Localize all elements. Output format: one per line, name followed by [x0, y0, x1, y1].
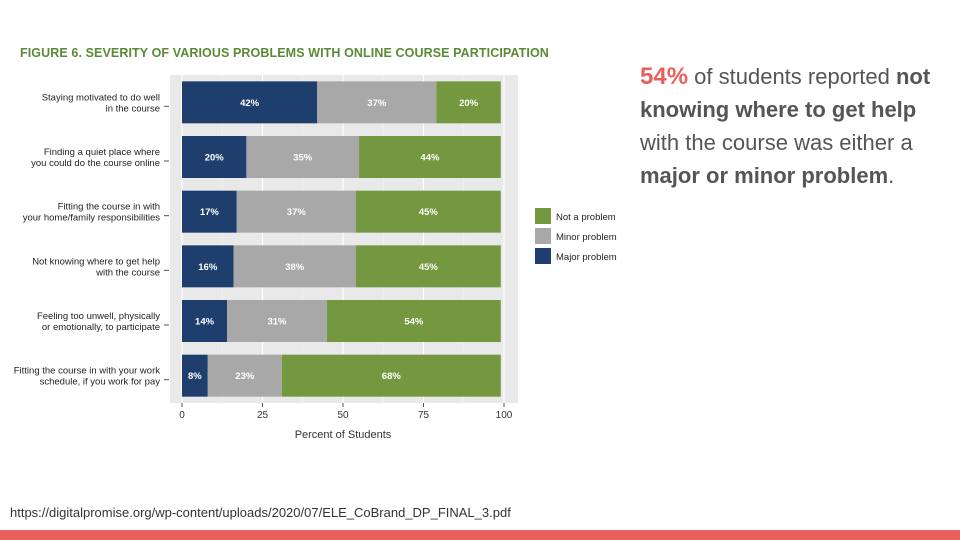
bar-value-label: 45% — [419, 262, 439, 273]
callout-text-3: . — [888, 163, 895, 188]
bar-value-label: 20% — [205, 153, 225, 164]
legend-label: Minor problem — [556, 232, 617, 243]
x-tick-label: 0 — [179, 410, 185, 421]
category-label: Feeling too unwell, physically or emotion… — [37, 311, 160, 333]
bar-value-label: 14% — [195, 317, 215, 328]
source-link[interactable]: https://digitalpromise.org/wp-content/up… — [10, 505, 511, 520]
callout-text-2: with the course was either a — [640, 130, 913, 155]
legend-label: Not a problem — [556, 212, 616, 223]
bar-major-problem — [182, 245, 234, 288]
category-label: Not knowing where to get help with the co… — [32, 256, 160, 278]
callout-text: 54% of students reported not knowing whe… — [640, 60, 940, 192]
category-label-line: Finding a quiet place where — [44, 147, 160, 158]
callout-bold-2: major or minor problem — [640, 163, 889, 188]
bar-minor-problem — [236, 190, 356, 233]
category-label-line: Not knowing where to get help — [32, 256, 160, 267]
bar-value-label: 37% — [367, 98, 387, 109]
bar-value-label: 20% — [459, 98, 479, 109]
bar-major-problem — [182, 136, 247, 178]
x-axis-title: Percent of Students — [295, 429, 392, 441]
x-tick-label: 50 — [337, 410, 349, 421]
x-tick-label: 25 — [257, 410, 269, 421]
bar-value-label: 37% — [287, 207, 307, 218]
callout-percent: 54% — [640, 63, 689, 90]
bar-minor-problem — [207, 354, 282, 397]
legend-swatch-not-a-problem — [535, 208, 551, 224]
category-label-line: in the course — [106, 103, 160, 114]
bar-not-a-problem — [355, 245, 501, 288]
bar-value-label: 68% — [382, 371, 402, 382]
bar-value-label: 42% — [240, 98, 260, 109]
category-label: Staying motivated to do well in the cours… — [42, 92, 160, 114]
category-label-line: Fitting the course in with — [58, 202, 160, 213]
bar-not-a-problem — [355, 190, 501, 233]
bar-value-label: 16% — [198, 262, 218, 273]
bar-value-label: 23% — [235, 371, 255, 382]
bar-value-label: 38% — [285, 262, 305, 273]
category-label-line: or emotionally, to participate — [42, 322, 160, 333]
bar-major-problem — [182, 354, 208, 397]
legend-swatch-major-problem — [535, 248, 551, 264]
bar-value-label: 17% — [200, 207, 220, 218]
category-label: Fitting the course in with your home/fami… — [23, 202, 161, 224]
legend-swatch-minor-problem — [535, 228, 551, 244]
x-tick-label: 100 — [496, 410, 513, 421]
bar-value-label: 44% — [420, 153, 440, 164]
category-label-line: Staying motivated to do well — [42, 92, 160, 103]
bar-not-a-problem — [436, 81, 501, 124]
plot-panel — [170, 75, 518, 403]
bar-minor-problem — [233, 245, 356, 288]
bar-minor-problem — [246, 136, 360, 178]
legend-label: Major problem — [556, 252, 617, 263]
bar-major-problem — [182, 300, 228, 342]
bar-not-a-problem — [326, 300, 501, 342]
bar-major-problem — [182, 190, 237, 233]
category-label-line: your home/family responsibilities — [23, 213, 161, 224]
category-label-line: Feeling too unwell, physically — [37, 311, 160, 322]
callout-text-1: of students reported — [688, 64, 896, 89]
bar-minor-problem — [317, 81, 437, 124]
callout-bold-1: not knowing where to get help — [640, 64, 931, 122]
bar-value-label: 35% — [293, 153, 313, 164]
bar-value-label: 31% — [267, 317, 287, 328]
bar-major-problem — [182, 81, 318, 124]
category-label-line: Fitting the course in with your work — [14, 366, 161, 377]
bar-not-a-problem — [281, 354, 501, 397]
category-label: Fitting the course in with your work sche… — [14, 366, 161, 388]
figure-title: FIGURE 6. SEVERITY OF VARIOUS PROBLEMS W… — [20, 46, 549, 60]
stacked-bar-chart: 42% 37% 20% Staying motivated to do well in … — [14, 75, 617, 441]
category-label: Finding a quiet place where you could do … — [31, 147, 160, 169]
bar-minor-problem — [227, 300, 327, 342]
category-label-line: with the course — [95, 267, 160, 278]
x-tick-label: 75 — [418, 410, 430, 421]
category-label-line: schedule, if you work for pay — [40, 377, 161, 388]
bar-value-label: 54% — [404, 317, 424, 328]
bar-not-a-problem — [359, 136, 501, 178]
bar-value-label: 8% — [188, 371, 202, 382]
bottom-accent-bar — [0, 530, 960, 540]
category-label-line: you could do the course online — [31, 158, 160, 169]
bar-value-label: 45% — [419, 207, 439, 218]
